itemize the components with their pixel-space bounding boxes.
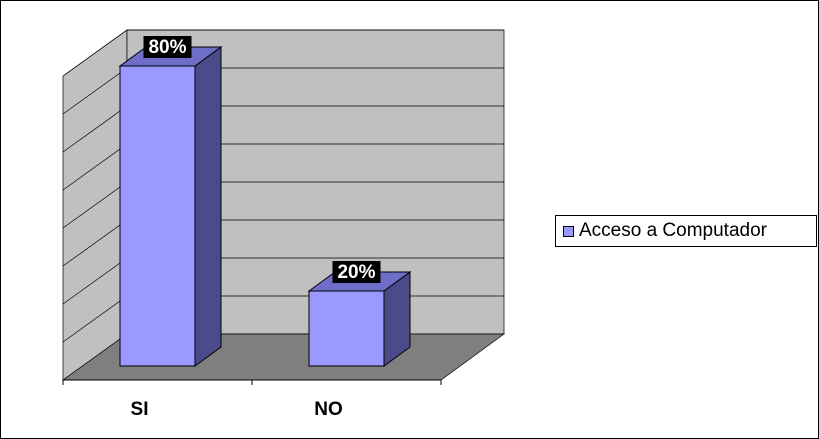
legend-label: Acceso a Computador [579,220,767,241]
bar [119,65,196,367]
bar-side [194,46,222,367]
x-axis-ticks [62,380,442,385]
x-axis-labels: SI NO [131,399,343,420]
x-tick-label: NO [314,399,343,420]
legend-swatch [563,225,574,237]
x-tick-label: SI [131,399,149,420]
bars: 80% 20% [118,36,412,367]
data-label-bg [332,261,381,283]
bar [308,290,385,367]
legend: Acceso a Computador [555,215,817,247]
data-label: 20% [337,262,375,283]
data-label: 80% [148,37,186,58]
data-label-bg [143,36,192,58]
gridline [62,29,504,77]
